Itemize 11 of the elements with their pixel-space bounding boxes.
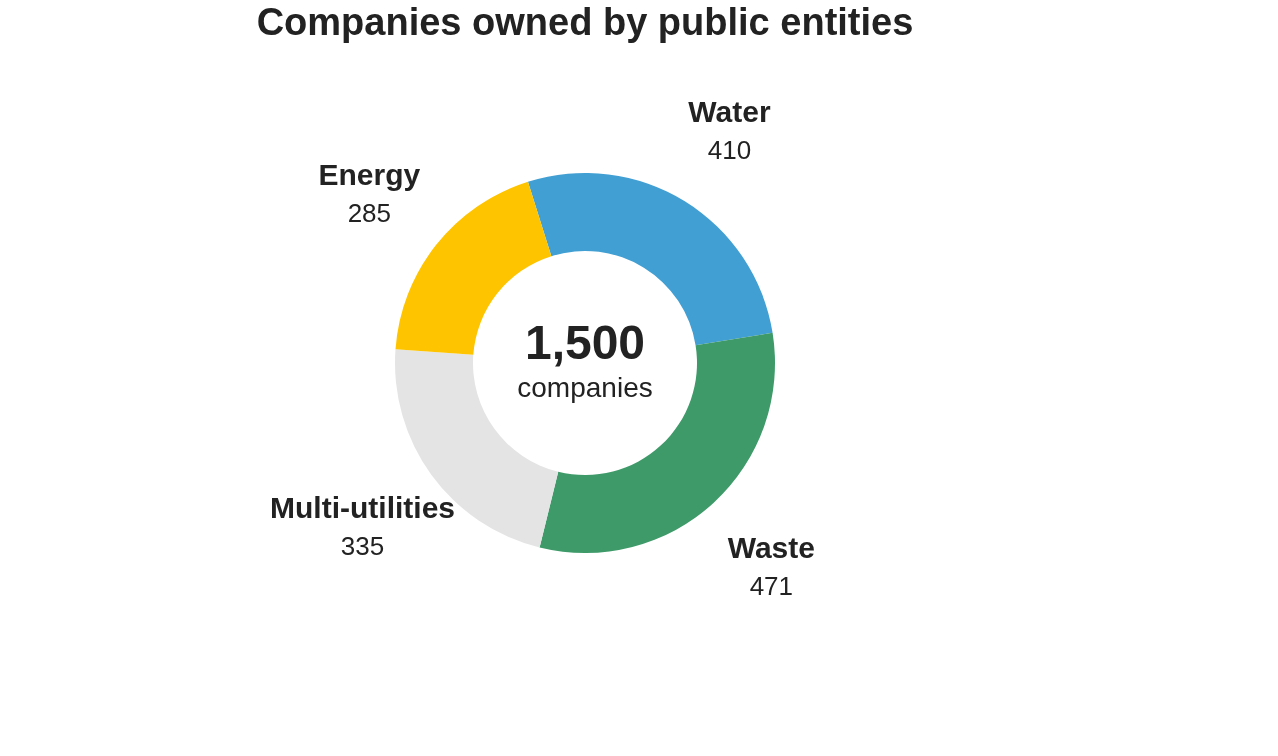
slice-label: Water — [688, 95, 771, 129]
slice-label: Waste — [727, 531, 815, 565]
text: 1,500 — [524, 316, 646, 369]
data-label: 471 — [749, 571, 794, 602]
data-label: 410 — [707, 135, 752, 166]
chart-title: Companies owned by public entities — [256, 1, 914, 43]
text: companies — [517, 372, 653, 403]
data-label: 285 — [347, 198, 392, 229]
data-label: 335 — [340, 530, 385, 561]
slice-label: Energy — [318, 158, 421, 192]
slice-label: Multi-utilities — [270, 490, 456, 524]
